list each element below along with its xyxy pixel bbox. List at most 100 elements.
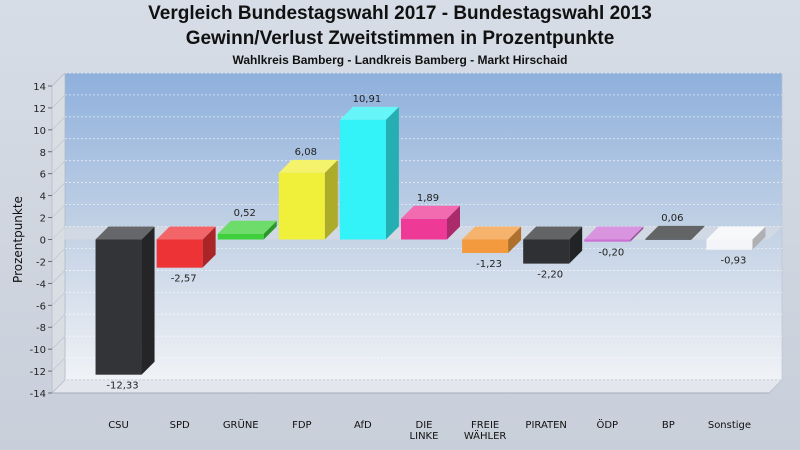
data-label: -2,57: [171, 274, 197, 285]
y-tick-label: -4: [36, 279, 46, 290]
y-tick-label: 8: [40, 148, 46, 159]
data-label: 0,52: [234, 208, 256, 219]
bar-front: [217, 233, 264, 240]
bar-side: [141, 226, 155, 375]
bar-ödp: [584, 226, 644, 242]
x-tick-label: FDP: [292, 420, 311, 431]
bar-top: [156, 226, 216, 240]
bar-bp: [645, 225, 705, 240]
bar-fdp: [278, 159, 338, 240]
data-label: 0,06: [661, 213, 683, 224]
y-axis-label: Prozentpunkte: [11, 196, 25, 283]
bar-top: [706, 226, 766, 240]
x-tick-label: WÄHLER: [464, 429, 507, 442]
bar-front: [645, 238, 692, 240]
grid-line-side: [51, 335, 66, 350]
y-tick-label: -6: [36, 301, 46, 312]
bar-grüne: [217, 220, 277, 240]
bar-afd: [339, 106, 399, 240]
chart-subtitle: Wahlkreis Bamberg - Landkreis Bamberg - …: [232, 53, 568, 67]
bar-side: [324, 159, 338, 240]
grid-line-side: [51, 160, 66, 174]
data-label: -2,20: [537, 270, 563, 281]
bar-front: [706, 239, 753, 250]
bar-side: [202, 226, 216, 268]
x-tick-label: PIRATEN: [525, 420, 567, 431]
data-label: 6,08: [295, 147, 317, 158]
bar-top: [645, 225, 705, 239]
bar-front: [278, 172, 325, 240]
bar-top: [95, 226, 155, 240]
bar-side: [385, 106, 399, 240]
bar-freie-wähler: [462, 226, 522, 253]
grid-line-side: [51, 379, 66, 394]
y-tick-label: -10: [30, 345, 46, 356]
bar-front: [95, 239, 142, 375]
chart-title-line-2: Gewinn/Verlust Zweitstimmen in Prozentpu…: [185, 28, 615, 49]
bar-side: [569, 226, 583, 264]
bar-top: [339, 106, 399, 120]
bar-side: [752, 226, 766, 250]
y-tick-label: 4: [40, 192, 46, 203]
bar-front: [584, 239, 631, 242]
bar-top: [523, 226, 583, 240]
bar-side: [691, 225, 705, 240]
x-tick-label: Sonstige: [708, 420, 751, 431]
data-label: -1,23: [476, 259, 502, 270]
y-tick-label: 14: [33, 82, 46, 93]
x-tick-label: BP: [662, 420, 675, 431]
y-tick-label: 2: [40, 214, 46, 225]
y-tick-label: -14: [30, 389, 46, 400]
bar-front: [462, 239, 509, 253]
x-tick-label: GRÜNE: [223, 418, 259, 431]
grid-line-side: [51, 116, 66, 131]
y-tick-label: 10: [33, 126, 46, 137]
data-label: 1,89: [417, 193, 439, 204]
x-tick-label: LINKE: [410, 431, 439, 442]
bar-front: [523, 239, 570, 264]
bar-front: [401, 218, 447, 240]
y-tick-label: -8: [36, 323, 46, 334]
grid-line-side: [51, 72, 66, 87]
grid-line-side: [51, 138, 66, 152]
grid-line-side: [51, 182, 66, 196]
grid-line-side: [51, 314, 66, 328]
bar-top: [401, 205, 460, 219]
x-tick-label: SPD: [170, 420, 190, 431]
y-tick-label: 6: [40, 170, 46, 181]
grid-line-side: [51, 94, 66, 109]
bar-front: [156, 239, 203, 268]
y-tick-label: 0: [40, 236, 46, 247]
grid-line-side: [51, 248, 66, 262]
y-tick-label: -2: [36, 257, 46, 268]
bar-top: [584, 226, 644, 240]
data-label: -0,93: [721, 256, 747, 267]
bar-top: [217, 220, 277, 234]
bar-top: [462, 226, 522, 240]
grid-line-side: [51, 357, 66, 372]
grid-line-side: [51, 270, 66, 284]
x-tick-label: FREIE: [471, 420, 499, 431]
bar-spd: [156, 226, 216, 268]
data-label: -12,33: [106, 381, 138, 392]
bar-top: [278, 159, 338, 173]
bar-side: [447, 205, 460, 240]
grid-line-side: [51, 292, 66, 306]
bar-sonstige: [706, 226, 766, 250]
bar-piraten: [523, 226, 583, 264]
bar-side: [630, 226, 644, 242]
bar-die-linke: [401, 205, 460, 240]
grid-line-side: [51, 204, 66, 218]
x-tick-label: DIE: [416, 420, 433, 431]
x-tick-label: CSU: [108, 420, 129, 431]
x-tick-label: ÖDP: [596, 418, 618, 431]
x-tick-label: AfD: [354, 420, 372, 431]
data-label: -0,20: [598, 248, 624, 259]
y-tick-label: 12: [33, 104, 46, 115]
bar-side: [263, 220, 277, 240]
bar-side: [508, 226, 522, 253]
data-label: 10,91: [353, 94, 382, 105]
chart-title: Vergleich Bundestagswahl 2017 - Bundesta…: [148, 3, 652, 24]
